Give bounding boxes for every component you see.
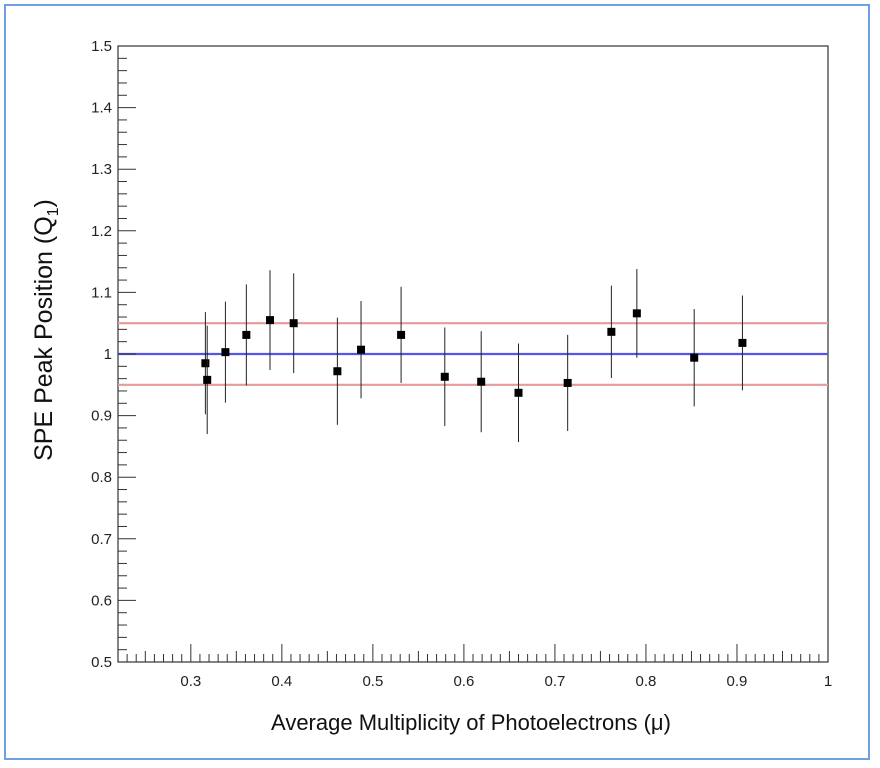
y-axis-title-subscript: 1 bbox=[45, 207, 62, 216]
data-point bbox=[738, 295, 747, 391]
y-tick-label: 0.9 bbox=[91, 408, 112, 425]
marker bbox=[738, 338, 747, 347]
marker bbox=[357, 345, 366, 354]
data-point bbox=[477, 331, 486, 433]
data-points bbox=[201, 268, 747, 443]
y-tick-label: 1.3 bbox=[91, 161, 112, 178]
data-point bbox=[690, 309, 699, 407]
x-tick-label: 0.5 bbox=[362, 673, 383, 690]
data-point bbox=[440, 327, 449, 427]
x-tick-label: 1 bbox=[824, 673, 832, 690]
marker bbox=[266, 316, 275, 325]
data-point bbox=[203, 325, 212, 435]
marker bbox=[242, 330, 251, 339]
marker bbox=[201, 359, 210, 368]
marker bbox=[477, 377, 486, 386]
data-point bbox=[289, 273, 298, 374]
y-tick-label: 1.5 bbox=[91, 38, 112, 55]
marker bbox=[221, 348, 230, 357]
y-tick-label: 0.7 bbox=[91, 531, 112, 548]
x-axis: 0.3 0.4 0.5 0.6 0.7 0.8 0.9 1 bbox=[126, 644, 832, 690]
data-point bbox=[357, 301, 366, 399]
marker bbox=[607, 327, 616, 336]
y-tick-label: 1.4 bbox=[91, 100, 112, 117]
y-tick-label: 0.6 bbox=[91, 592, 112, 609]
y-axis-title: SPE Peak Position (Q1) bbox=[30, 199, 62, 461]
y-tick-label: 1 bbox=[104, 346, 112, 363]
x-tick-label: 0.3 bbox=[180, 673, 201, 690]
figure-frame bbox=[4, 4, 870, 760]
marker bbox=[440, 372, 449, 381]
marker bbox=[632, 309, 641, 318]
data-point bbox=[607, 285, 616, 379]
data-point bbox=[201, 312, 210, 415]
x-tick-label: 0.9 bbox=[727, 673, 748, 690]
x-axis-title: Average Multiplicity of Photoelectrons (… bbox=[271, 710, 671, 735]
reference-lines bbox=[118, 322, 828, 386]
marker bbox=[514, 388, 523, 397]
marker bbox=[289, 319, 298, 328]
y-axis-title-main: SPE Peak Position (Q bbox=[30, 216, 58, 461]
data-point bbox=[242, 284, 251, 386]
data-point bbox=[333, 317, 342, 425]
x-tick-label: 0.7 bbox=[544, 673, 565, 690]
marker bbox=[690, 353, 699, 362]
y-tick-label: 1.1 bbox=[91, 284, 112, 301]
marker bbox=[203, 375, 212, 384]
x-tick-label: 0.6 bbox=[453, 673, 474, 690]
data-point bbox=[563, 334, 572, 431]
y-tick-label: 0.8 bbox=[91, 469, 112, 486]
marker bbox=[563, 378, 572, 387]
y-tick-label: 0.5 bbox=[91, 654, 112, 671]
data-point bbox=[266, 270, 275, 371]
y-tick-label: 1.2 bbox=[91, 223, 112, 240]
marker bbox=[333, 367, 342, 376]
y-axis: 0.5 0.6 0.7 0.8 0.9 1 1.1 1.2 1.3 1.4 1.5 bbox=[91, 38, 136, 671]
data-point bbox=[397, 286, 406, 383]
x-tick-label: 0.8 bbox=[636, 673, 657, 690]
data-point bbox=[514, 343, 523, 443]
x-tick-label: 0.4 bbox=[271, 673, 292, 690]
data-point bbox=[221, 301, 230, 403]
y-axis-title-close: ) bbox=[30, 199, 58, 207]
data-point bbox=[632, 268, 641, 358]
marker bbox=[397, 330, 406, 339]
